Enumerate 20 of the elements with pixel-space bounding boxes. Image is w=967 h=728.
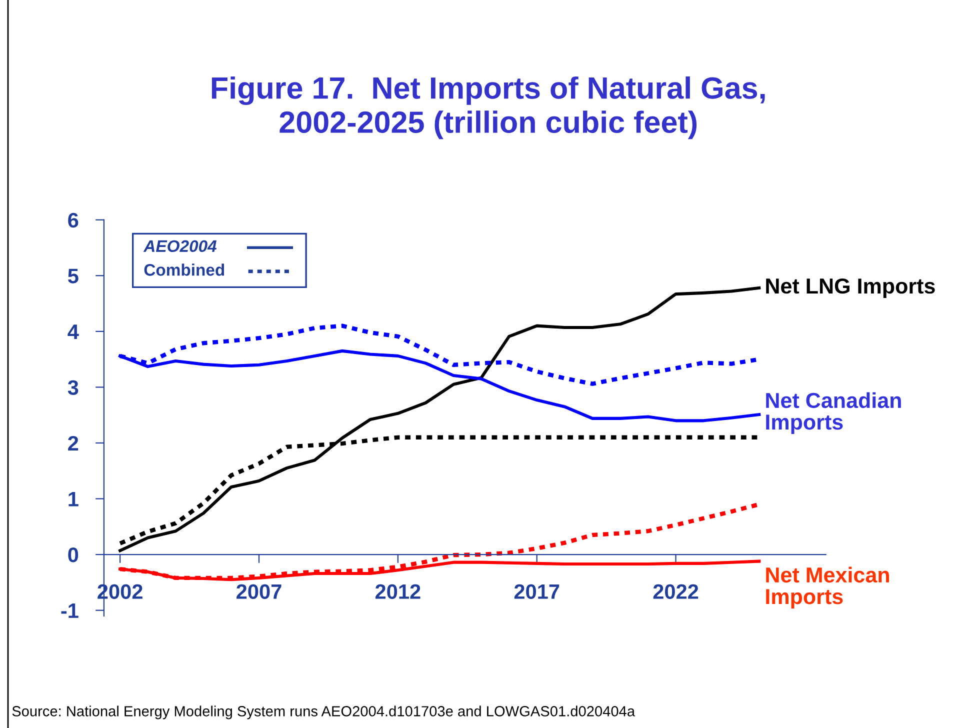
x-tick-label: 2007 — [236, 584, 282, 599]
series-label: Net Mexican Imports — [766, 566, 889, 608]
y-tick-label: 1 — [68, 492, 78, 506]
chart-title: Figure 17. Net Imports of Natural Gas, 2002-2025 (trillion cubic feet) — [212, 76, 765, 140]
source-note: Source: National Energy Modeling System runs AEO2004.d101703e and LOWGAS01.d020404a — [12, 706, 636, 720]
y-tick-label: 5 — [68, 268, 78, 284]
series-label: Net Canadian Imports — [766, 392, 901, 434]
y-tick-label: 6 — [68, 212, 78, 228]
y-tick-label: -1 — [61, 604, 78, 618]
x-tick-label: 2022 — [653, 584, 698, 599]
x-tick-label: 2017 — [514, 584, 560, 599]
series-label: Net LNG Imports — [766, 278, 935, 298]
annotation: AEO2004 — [143, 240, 217, 252]
y-tick-label: 3 — [68, 380, 78, 395]
x-tick-label: 2012 — [375, 584, 420, 599]
y-tick-label: 0 — [68, 548, 78, 562]
line-series — [118, 286, 761, 552]
annotation: Combined — [144, 264, 224, 276]
y-tick-label: 4 — [68, 324, 79, 339]
y-tick-label: 2 — [68, 436, 78, 451]
